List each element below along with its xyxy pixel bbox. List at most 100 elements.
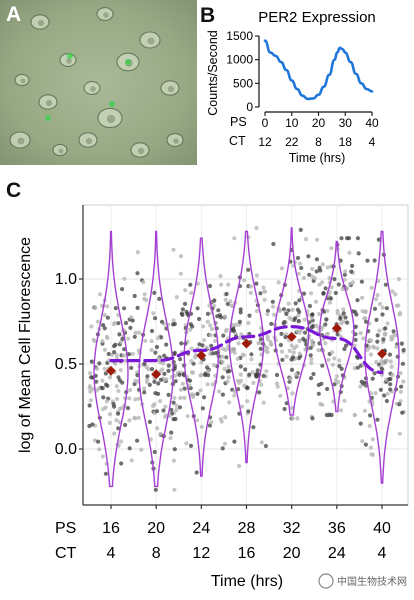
data-point [339,236,344,241]
data-point [105,304,110,309]
data-point [369,452,374,457]
data-point [340,287,345,292]
data-point [158,431,163,437]
data-point [333,290,338,296]
data-point [104,382,109,387]
data-point [399,384,404,389]
data-point [116,426,121,431]
data-point [250,370,255,375]
data-point [89,359,94,364]
data-point [261,285,266,290]
data-point [372,371,377,376]
data-point [188,443,194,448]
data-point [183,288,188,293]
data-point [320,280,325,285]
data-point [173,379,178,384]
data-point [152,449,157,455]
data-point [258,337,263,342]
data-point [225,379,230,384]
data-point [91,337,96,342]
data-point [308,345,313,350]
data-point [177,405,183,410]
chart-c-axes: 0.0 0.5 1.0 16 4 20 8 24 12 28 16 32 20 36 24 40 4 [55,205,408,562]
chart-b-row-ct-label: CT [229,134,246,148]
data-point [188,327,193,332]
data-point [265,337,270,342]
data-point [365,258,370,263]
data-point [325,386,330,392]
data-point [330,362,335,367]
micrograph-cells [9,7,184,158]
data-point [327,412,332,418]
data-point [172,447,177,452]
data-point [380,312,385,317]
data-point [159,319,165,324]
data-point [282,320,287,325]
data-point [328,296,333,301]
data-point [291,350,296,355]
chart-c-row-ct-label: CT [55,545,77,562]
data-point [360,295,365,300]
data-point [232,236,237,241]
data-point [210,326,215,332]
data-point [153,350,158,355]
data-point [102,312,107,318]
data-point [284,401,289,406]
data-point [87,385,92,390]
data-point [329,246,334,251]
data-point [156,356,161,361]
data-point [212,298,217,303]
panel-b-letter: B [200,4,215,27]
data-point [389,334,394,339]
data-point [129,365,134,370]
data-point [317,311,322,317]
data-point [297,309,302,315]
data-point [233,322,238,327]
data-point [162,371,167,376]
data-point [327,275,332,281]
data-point [347,250,352,255]
data-point [133,397,138,402]
chart-b-row-ps-label: PS [230,115,247,129]
chart-c-x-tick-label-ct: 24 [328,545,346,562]
data-point [142,361,147,366]
data-point [296,271,301,276]
mean-marker-ps-28 [241,338,252,349]
data-point [210,382,215,387]
data-point [209,343,214,348]
data-point [265,350,270,355]
data-point [370,437,375,442]
chart-c-trend-line [109,324,384,375]
data-point [278,393,283,398]
data-point [376,237,381,242]
data-point [213,350,219,356]
data-point [375,333,380,338]
data-point [166,363,171,368]
data-point [337,358,342,363]
chart-c-ylabel: log of Mean Cell Fluorescence [17,237,34,453]
data-point [155,426,160,431]
data-point [377,301,382,307]
data-point [153,391,158,396]
data-point [180,307,185,312]
data-point [217,389,222,394]
data-point [142,296,147,301]
data-point [112,350,117,355]
data-point [258,346,263,351]
chart-b-x-tick-label-ct: 8 [315,135,322,149]
data-point [341,307,346,312]
data-point [397,431,402,436]
cell-nucleus [106,114,116,124]
data-point [320,262,325,267]
data-point [251,425,256,430]
data-point [319,381,324,386]
data-point [383,282,388,287]
data-point [279,349,285,354]
data-point [257,390,262,395]
data-point [246,267,251,272]
data-point [199,424,204,429]
data-point [355,298,360,303]
data-point [262,297,267,302]
data-point [383,331,388,336]
data-point [232,350,237,355]
